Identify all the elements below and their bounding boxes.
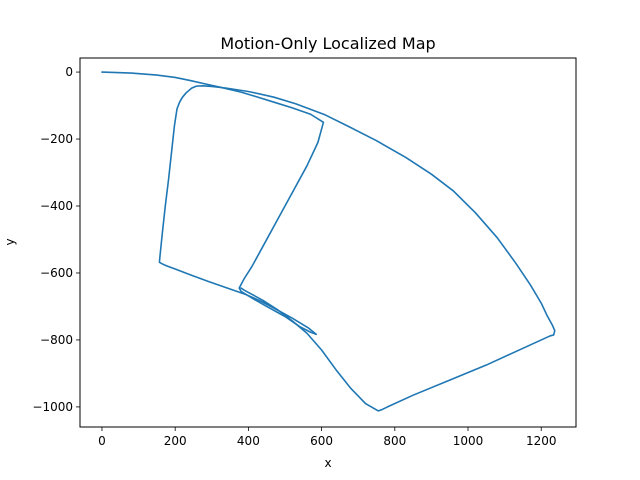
y-ticks: 0 −200 −400 −600 −800 −1000	[32, 65, 80, 414]
trajectory-line-segment-1	[158, 84, 556, 412]
x-tick-label: 200	[164, 434, 187, 448]
trajectory-line-segment-0	[101, 71, 325, 336]
y-tick-label: −400	[40, 199, 73, 213]
x-tick-label: 1000	[453, 434, 484, 448]
y-axis-label: y	[3, 238, 17, 245]
x-tick-label: 400	[237, 434, 260, 448]
x-tick-label: 800	[383, 434, 406, 448]
x-tick-label: 600	[310, 434, 333, 448]
y-tick-label: −600	[40, 266, 73, 280]
y-tick-label: 0	[65, 65, 73, 79]
chart-title: Motion-Only Localized Map	[220, 34, 435, 53]
series-group	[101, 71, 556, 412]
y-tick-label: −800	[40, 333, 73, 347]
y-tick-label: −200	[40, 132, 73, 146]
y-tick-label: −1000	[32, 400, 73, 414]
axes-frame	[79, 57, 577, 428]
x-axis-label: x	[324, 456, 331, 470]
plot-area: 0 200 400 600 800 1000 1200 0 −200 −400 −600 −800 −…	[32, 57, 577, 448]
x-ticks: 0 200 400 600 800 1000 1200	[98, 427, 556, 448]
x-tick-label: 0	[98, 434, 106, 448]
x-tick-label: 1200	[526, 434, 557, 448]
